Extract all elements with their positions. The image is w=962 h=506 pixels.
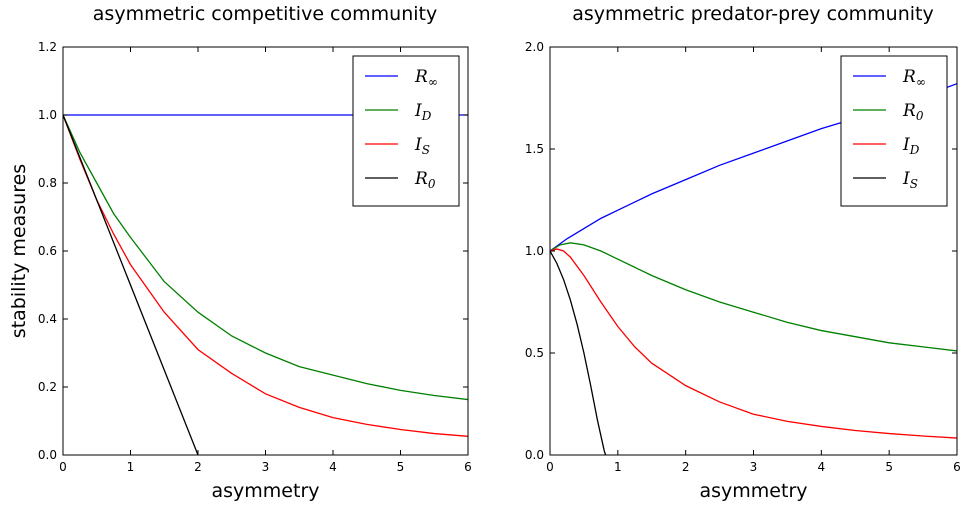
series-line-2	[550, 242, 957, 352]
x-tick-label: 0	[546, 460, 554, 474]
x-tick-label: 2	[194, 460, 202, 474]
x-tick-label: 5	[885, 460, 893, 474]
legend: R∞ R0 ID IS	[840, 55, 948, 207]
legend-label-3: ID	[902, 135, 920, 157]
x-tick-label: 6	[953, 460, 961, 474]
x-tick-label: 2	[682, 460, 690, 474]
series-line-4	[63, 114, 199, 455]
legend-label-3: IS	[414, 135, 430, 157]
x-tick-label: 6	[464, 460, 472, 474]
legend-label-4: IS	[902, 169, 918, 191]
y-tick-label: 0.5	[525, 346, 544, 360]
legend-box	[352, 55, 460, 207]
x-tick-label: 3	[750, 460, 758, 474]
x-tick-label: 5	[397, 460, 405, 474]
x-tick-label: 4	[329, 460, 337, 474]
y-tick-label: 0.0	[38, 448, 57, 462]
y-tick-label: 1.5	[525, 142, 544, 156]
chart-title: asymmetric competitive community	[93, 3, 437, 25]
x-tick-label: 3	[262, 460, 270, 474]
y-tick-label: 2.0	[525, 40, 544, 54]
series-line-3	[550, 248, 957, 439]
y-tick-label: 1.2	[38, 40, 57, 54]
x-tick-label: 0	[59, 460, 67, 474]
chart-panel-2: asymmetric predator-prey community 0 1 2 3 4 5…	[525, 3, 961, 502]
y-tick-label: 1.0	[525, 244, 544, 258]
legend-box	[840, 55, 948, 207]
legend: R∞ ID IS R0	[352, 55, 460, 207]
y-axis-label: stability measures	[8, 164, 30, 338]
series-line-2	[63, 114, 468, 401]
chart-panel-1: asymmetric competitive community 0 1 2 3 4 5 6 0…	[8, 3, 472, 502]
legend-label-1: R∞	[902, 67, 926, 89]
y-tick-label: 0.4	[38, 312, 57, 326]
series-line-3	[63, 114, 468, 437]
y-tick-label: 1.0	[38, 108, 57, 122]
x-axis-label: asymmetry	[212, 480, 320, 502]
x-tick-label: 1	[127, 460, 135, 474]
legend-label-4: R0	[414, 169, 436, 191]
y-tick-label: 0.0	[525, 448, 544, 462]
x-tick-label: 1	[614, 460, 622, 474]
legend-label-2: ID	[414, 101, 432, 123]
x-axis-label: asymmetry	[700, 480, 808, 502]
legend-label-1: R∞	[414, 67, 438, 89]
series-line-4	[550, 250, 607, 455]
y-tick-label: 0.8	[38, 176, 57, 190]
y-tick-label: 0.2	[38, 380, 57, 394]
x-tick-label: 4	[818, 460, 826, 474]
chart-title: asymmetric predator-prey community	[572, 3, 933, 25]
legend-label-2: R0	[902, 101, 924, 123]
y-tick-label: 0.6	[38, 244, 57, 258]
